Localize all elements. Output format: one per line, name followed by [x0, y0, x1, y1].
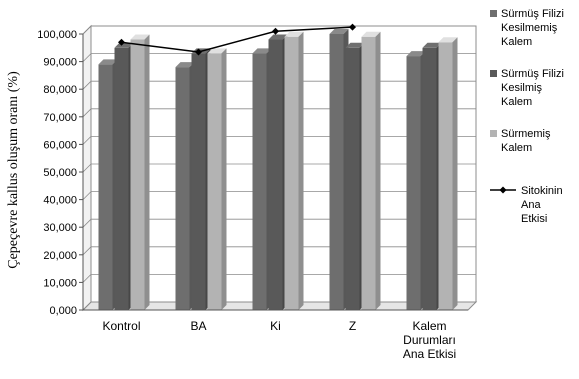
legend-label: Sürmüş Filizi Kesilmemiş Kalem: [501, 8, 564, 48]
bar: [130, 34, 150, 311]
bar-front: [422, 47, 437, 311]
y-tick-label: 40,000: [43, 195, 77, 207]
y-tick-label: 80,000: [43, 84, 77, 96]
legend-item: Sitokinin Ana Etkisi: [490, 185, 563, 225]
bar-front: [329, 34, 344, 310]
bar-front: [191, 53, 206, 310]
bar-front: [252, 53, 267, 310]
line-marker: [195, 48, 202, 56]
line-marker: [272, 27, 279, 35]
y-tick-label: 100,000: [37, 29, 77, 41]
bar-top: [422, 42, 442, 48]
bar: [438, 37, 458, 310]
bar-top: [438, 37, 458, 43]
y-tick-label: 90,000: [43, 57, 77, 69]
bar-side: [375, 31, 381, 310]
bar: [207, 48, 227, 310]
x-axis-categories: Kontrol BA Ki Z Kalem Durumları Ana Etkisi: [102, 319, 456, 361]
bar-side: [452, 37, 458, 310]
bar-front: [130, 39, 145, 311]
bar-side: [144, 34, 150, 311]
bar-top: [130, 34, 150, 40]
y-tick-label: 20,000: [43, 250, 77, 262]
bar-front: [345, 47, 360, 311]
bar-front: [268, 39, 283, 311]
y-tick-label: 70,000: [43, 112, 77, 124]
bar-top: [252, 48, 272, 54]
bar: [361, 31, 381, 310]
legend-marker: [499, 186, 507, 194]
bar-front: [175, 67, 190, 311]
legend-item: Sürmüş Filizi Kesilmemiş Kalem: [490, 8, 564, 48]
legend-swatch: [490, 130, 497, 137]
bar-front: [361, 36, 376, 310]
y-tick-label: 30,000: [43, 222, 77, 234]
legend-item: Sürmemiş Kalem: [490, 128, 551, 154]
bar-top: [207, 48, 227, 54]
sitokinin-line: [118, 23, 356, 56]
bar-front: [98, 64, 113, 310]
bar-top: [361, 31, 381, 37]
y-tick-label: 50,000: [43, 167, 77, 179]
x-category-label: Z: [349, 319, 356, 333]
bar-top: [268, 34, 288, 40]
bar-top: [329, 29, 349, 34]
bar-side: [298, 31, 304, 310]
bar-top: [175, 62, 195, 68]
x-category-label: Kontrol: [102, 319, 140, 333]
legend-label: Sitokinin Ana Etkisi: [521, 185, 563, 225]
gridline: [82, 25, 476, 35]
legend: Sürmüş Filizi Kesilmemiş Kalem Sürmüş Filiz…: [490, 8, 564, 225]
bars: [98, 29, 458, 311]
bar-top: [284, 31, 304, 37]
y-tick-label: 10,000: [43, 277, 77, 289]
bar-top: [114, 42, 134, 48]
bar-front: [284, 36, 299, 310]
legend-swatch: [490, 10, 497, 17]
bar-front: [438, 42, 453, 310]
x-category-label: Kalem Durumları Ana Etkisi: [403, 319, 456, 361]
bar-front: [114, 47, 129, 311]
legend-label: Sürmemiş Kalem: [501, 128, 551, 154]
y-axis-ticks: 0,000 10,000 20,000 30,000 40,000 50,000 60,00…: [37, 29, 83, 317]
y-tick-label: 60,000: [43, 139, 77, 151]
y-axis-label: Çepeçevre kallus oluşum oranı (%): [6, 71, 21, 269]
bar: [284, 31, 304, 310]
x-category-label: BA: [190, 319, 206, 333]
bar-front: [406, 56, 421, 310]
bar-front: [207, 53, 222, 310]
axes: [82, 34, 468, 311]
line-marker: [349, 23, 356, 31]
bar-side: [221, 48, 227, 310]
line-path: [121, 26, 353, 53]
bar-top: [406, 51, 426, 57]
y-tick-label: 0,000: [49, 305, 77, 317]
legend-item: Sürmüş Filizi Kesilmiş Kalem: [490, 68, 564, 108]
x-category-label: Ki: [270, 319, 281, 333]
bar-top: [345, 42, 365, 48]
line-marker: [118, 38, 125, 46]
legend-swatch: [490, 70, 497, 77]
bar-top: [98, 59, 118, 65]
legend-label: Sürmüş Filizi Kesilmiş Kalem: [501, 68, 564, 108]
